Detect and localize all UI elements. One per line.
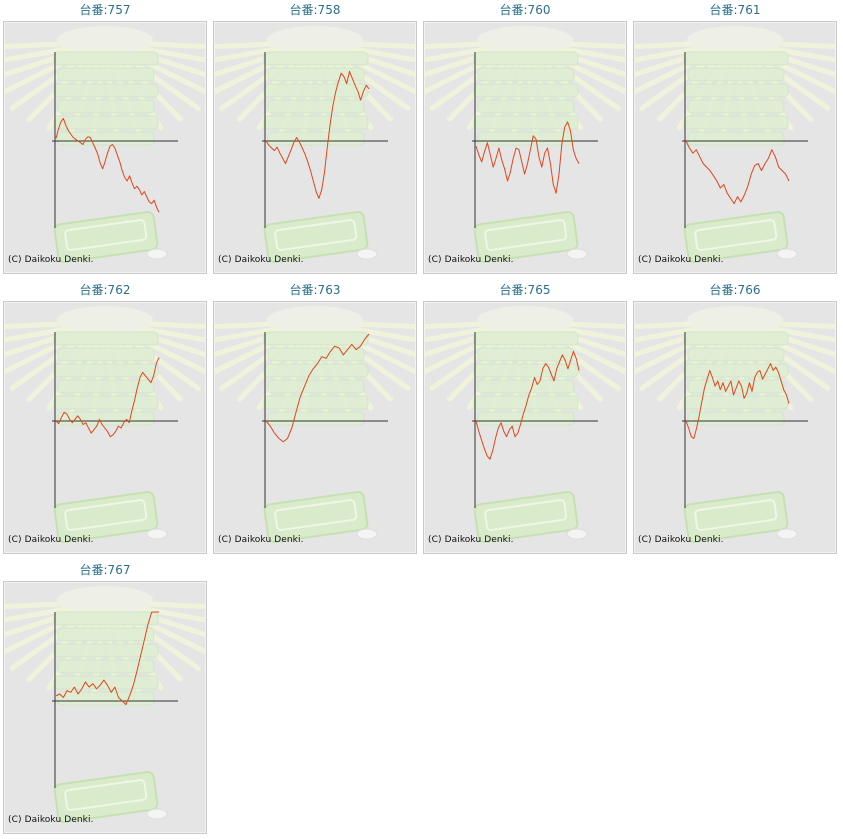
series-line: [685, 363, 790, 439]
copyright-text: (C) Daikoku Denki.: [218, 255, 304, 265]
chart-svg: [214, 306, 416, 543]
machine-number-title[interactable]: 台番:762: [79, 283, 131, 297]
machine-number-title[interactable]: 台番:761: [709, 3, 761, 17]
copyright-text: (C) Daikoku Denki.: [428, 255, 514, 265]
series-line: [475, 350, 580, 460]
machine-chart: 台番:760 (C) Daikoku Denki.: [420, 0, 630, 276]
chart-svg: [634, 26, 836, 263]
machine-number-title[interactable]: 台番:758: [289, 3, 341, 17]
chart-panel: (C) Daikoku Denki.: [423, 21, 627, 274]
background-illustration: [634, 26, 836, 263]
machine-number-title[interactable]: 台番:766: [709, 283, 761, 297]
machine-chart: 台番:765 (C) Daikoku Denki.: [420, 280, 630, 556]
background-illustration: [4, 306, 206, 543]
chart-panel: (C) Daikoku Denki.: [3, 301, 207, 554]
chart-svg: [4, 306, 206, 543]
series-line: [265, 70, 370, 199]
machine-chart: 台番:761 (C) Daikoku Denki.: [630, 0, 840, 276]
chart-svg: [424, 306, 626, 543]
series-line: [265, 333, 370, 443]
background-illustration: [424, 306, 626, 543]
chart-panel: (C) Daikoku Denki.: [633, 301, 837, 554]
chart-panel: (C) Daikoku Denki.: [633, 21, 837, 274]
series-line: [55, 611, 159, 705]
copyright-text: (C) Daikoku Denki.: [638, 255, 724, 265]
copyright-text: (C) Daikoku Denki.: [8, 535, 94, 545]
chart-svg: [214, 26, 416, 263]
chart-panel: (C) Daikoku Denki.: [423, 301, 627, 554]
background-illustration: [4, 586, 206, 823]
chart-panel: (C) Daikoku Denki.: [213, 301, 417, 554]
machine-chart: 台番:758 (C) Daikoku Denki.: [210, 0, 420, 276]
machine-number-title[interactable]: 台番:763: [289, 283, 341, 297]
chart-svg: [634, 306, 836, 543]
background-illustration: [424, 26, 626, 263]
copyright-text: (C) Daikoku Denki.: [8, 255, 94, 265]
background-illustration: [214, 306, 416, 543]
machine-chart: 台番:766 (C) Daikoku Denki.: [630, 280, 840, 556]
series-line: [55, 357, 160, 438]
chart-panel: (C) Daikoku Denki.: [213, 21, 417, 274]
series-line: [55, 117, 160, 213]
background-illustration: [214, 26, 416, 263]
machine-chart: 台番:763 (C) Daikoku Denki.: [210, 280, 420, 556]
background-illustration: [634, 306, 836, 543]
chart-panel: (C) Daikoku Denki.: [3, 581, 207, 834]
copyright-text: (C) Daikoku Denki.: [428, 535, 514, 545]
machine-number-title[interactable]: 台番:765: [499, 283, 551, 297]
copyright-text: (C) Daikoku Denki.: [638, 535, 724, 545]
machine-number-title[interactable]: 台番:760: [499, 3, 551, 17]
copyright-text: (C) Daikoku Denki.: [218, 535, 304, 545]
machine-number-title[interactable]: 台番:767: [79, 563, 131, 577]
series-line: [475, 121, 580, 194]
background-illustration: [4, 26, 206, 263]
machine-chart: 台番:767 (C) Daikoku Denki.: [0, 560, 210, 836]
machine-number-title[interactable]: 台番:757: [79, 3, 131, 17]
copyright-text: (C) Daikoku Denki.: [8, 815, 94, 825]
machine-chart: 台番:762 (C) Daikoku Denki.: [0, 280, 210, 556]
machine-chart: 台番:757 (C) Daikoku Denki.: [0, 0, 210, 276]
chart-panel: (C) Daikoku Denki.: [3, 21, 207, 274]
chart-svg: [4, 586, 206, 823]
series-line: [685, 140, 790, 205]
chart-svg: [424, 26, 626, 263]
chart-svg: [4, 26, 206, 263]
